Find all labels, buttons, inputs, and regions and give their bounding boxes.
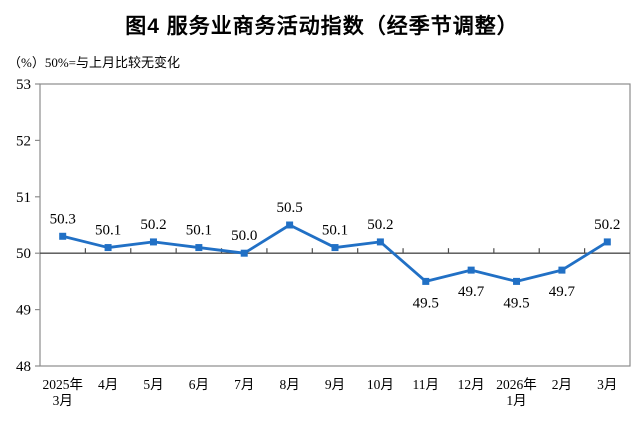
data-point-marker [149, 238, 157, 246]
data-point-label: 49.7 [458, 284, 485, 300]
y-axis-tick-label: 50 [16, 246, 31, 262]
data-point-marker [104, 244, 112, 252]
y-axis-tick-label: 53 [16, 77, 31, 93]
x-axis-tick-label: 1月 [506, 393, 526, 408]
data-point-marker [240, 249, 248, 257]
data-point-marker [376, 238, 384, 246]
x-axis-tick-label: 11月 [413, 377, 440, 392]
x-axis-tick-label: 3月 [53, 393, 73, 408]
data-point-label: 50.1 [186, 223, 212, 239]
data-point-label: 50.1 [322, 223, 348, 239]
x-axis-tick-label: 4月 [98, 377, 118, 392]
x-axis-tick-label: 2026年 [496, 377, 537, 392]
data-point-marker [603, 238, 611, 246]
data-point-label: 49.7 [549, 284, 576, 300]
x-axis-tick-label: 12月 [458, 377, 485, 392]
data-point-marker [513, 277, 521, 285]
data-point-label: 50.1 [95, 223, 121, 239]
data-point-marker [422, 277, 430, 285]
x-axis-tick-label: 2月 [552, 377, 572, 392]
data-point-marker [558, 266, 566, 274]
y-axis-tick-label: 51 [16, 190, 31, 206]
y-axis-tick-label: 48 [16, 359, 31, 375]
data-point-marker [195, 244, 203, 252]
data-point-marker [59, 232, 67, 240]
data-point-label: 50.3 [50, 211, 76, 227]
data-point-label: 49.5 [503, 295, 529, 311]
x-axis-tick-label: 5月 [143, 377, 163, 392]
figure-title: 图4 服务业商务活动指数（经季节调整） [125, 15, 519, 38]
x-axis-tick-label: 10月 [367, 377, 394, 392]
plot-area-border [39, 83, 631, 367]
x-axis-tick-label: 6月 [189, 377, 209, 392]
data-point-label: 50.5 [276, 200, 302, 216]
x-axis-tick-label: 8月 [279, 377, 299, 392]
data-point-marker [286, 221, 294, 229]
x-axis-tick-label: 9月 [325, 377, 345, 392]
data-point-label: 50.0 [231, 228, 257, 244]
data-point-marker [467, 266, 475, 274]
data-point-label: 49.5 [413, 295, 439, 311]
data-point-label: 50.2 [594, 217, 620, 233]
data-point-label: 50.2 [367, 217, 393, 233]
x-axis-tick-label: 2025年 [42, 377, 83, 392]
data-point-marker [331, 244, 339, 252]
x-axis-tick-label: 7月 [234, 377, 254, 392]
x-axis-tick-label: 3月 [597, 377, 617, 392]
y-axis-tick-label: 49 [16, 303, 31, 319]
axis-unit-note: （%）50%=与上月比较无变化 [8, 55, 180, 70]
y-axis-tick-label: 52 [16, 133, 31, 149]
data-point-label: 50.2 [140, 217, 166, 233]
